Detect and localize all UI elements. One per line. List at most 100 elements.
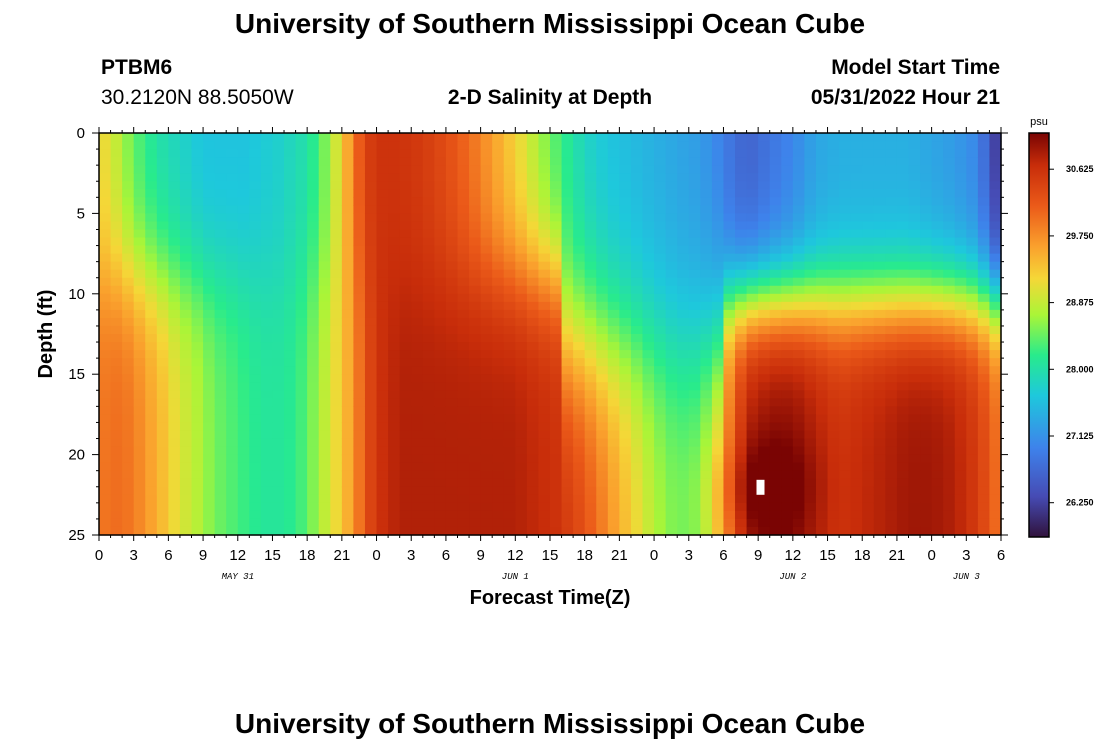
heatmap-cell (723, 430, 736, 440)
heatmap-cell (434, 494, 447, 504)
heatmap-cell (815, 165, 829, 174)
heatmap-cell (850, 285, 863, 295)
heatmap-cell (341, 165, 355, 174)
heatmap-cell (110, 494, 123, 504)
heatmap-cell (480, 430, 493, 440)
heatmap-cell (642, 462, 655, 472)
heatmap-cell (584, 157, 597, 166)
heatmap-cell (596, 406, 609, 415)
heatmap-cell (133, 366, 146, 375)
heatmap-cell (191, 181, 204, 190)
heatmap-cell (179, 414, 193, 424)
heatmap-cell (191, 462, 204, 472)
heatmap-cell (272, 261, 285, 271)
heatmap-cell (422, 526, 435, 536)
heatmap-cell (503, 213, 516, 223)
heatmap-cell (411, 502, 424, 512)
heatmap-cell (515, 446, 528, 456)
heatmap-cell (422, 502, 435, 512)
heatmap-cell (920, 422, 933, 432)
heatmap-cell (561, 398, 574, 407)
heatmap-cell (781, 502, 794, 512)
heatmap-cell (688, 518, 701, 528)
heatmap-cell (237, 277, 250, 287)
heatmap-cell (503, 462, 516, 472)
heatmap-cell (862, 181, 875, 190)
heatmap-cell (943, 454, 956, 464)
heatmap-cell (307, 205, 320, 214)
heatmap-cell (515, 430, 528, 440)
heatmap-cell (896, 293, 910, 303)
heatmap-cell (203, 293, 216, 303)
heatmap-cell (931, 237, 944, 247)
heatmap-cell (850, 406, 863, 415)
heatmap-cell (411, 197, 424, 206)
heatmap-cell (237, 221, 250, 231)
heatmap-cell (434, 197, 447, 206)
heatmap-cell (839, 422, 852, 432)
heatmap-cell (966, 245, 979, 255)
heatmap-cell (977, 157, 991, 166)
heatmap-cell (388, 229, 401, 239)
heatmap-cell (642, 438, 655, 448)
heatmap-cell (966, 462, 979, 472)
heatmap-cell (966, 173, 979, 182)
heatmap-cell (226, 526, 239, 536)
heatmap-cell (99, 518, 112, 528)
heatmap-cell (480, 173, 493, 182)
heatmap-cell (411, 269, 424, 279)
heatmap-cell (815, 390, 829, 399)
heatmap-cell (977, 478, 991, 488)
heatmap-cell (179, 478, 193, 488)
heatmap-cell (850, 350, 863, 359)
heatmap-cell (503, 470, 516, 480)
heatmap-cell (769, 374, 782, 383)
heatmap-cell (677, 398, 690, 407)
heatmap-cell (920, 486, 933, 496)
heatmap-cell (260, 494, 274, 504)
heatmap-cell (122, 189, 135, 198)
heatmap-cell (388, 478, 401, 488)
heatmap-cell (665, 253, 678, 263)
heatmap-cell (122, 502, 135, 512)
heatmap-cell (561, 149, 574, 158)
heatmap-cell (873, 350, 886, 359)
heatmap-cell (203, 253, 216, 263)
heatmap-cell (469, 382, 482, 391)
heatmap-cell (295, 165, 308, 174)
heatmap-cell (954, 382, 967, 391)
heatmap-cell (179, 382, 193, 391)
heatmap-cell (561, 181, 574, 190)
heatmap-cell (654, 149, 667, 158)
heatmap-cell (133, 173, 146, 182)
heatmap-cell (307, 133, 320, 142)
heatmap-cell (630, 350, 644, 359)
heatmap-cell (492, 334, 505, 343)
heatmap-cell (735, 205, 748, 214)
date-labels: MAY 31 JUN 1 JUN 2 JUN 3 (222, 572, 981, 582)
heatmap-cell (203, 358, 216, 367)
heatmap-cell (399, 285, 412, 295)
heatmap-cell (769, 221, 782, 231)
heatmap-cell (237, 462, 250, 472)
heatmap-cell (133, 422, 146, 432)
heatmap-cell (550, 422, 563, 432)
heatmap-cell (654, 422, 667, 432)
heatmap-cell (931, 229, 944, 239)
heatmap-cell (665, 149, 678, 158)
heatmap-cell (954, 245, 967, 255)
heatmap-cell (376, 293, 389, 303)
heatmap-cell (318, 133, 331, 142)
heatmap-cell (145, 454, 158, 464)
heatmap-cell (550, 213, 563, 223)
heatmap-cell (977, 382, 991, 391)
heatmap-cell (388, 157, 401, 166)
heatmap-cell (688, 197, 701, 206)
heatmap-cell (179, 245, 193, 255)
heatmap-cell (526, 229, 540, 239)
heatmap-cell (584, 414, 597, 424)
heatmap-cell (388, 502, 401, 512)
heatmap-cell (769, 309, 782, 319)
heatmap-cell (122, 325, 135, 335)
heatmap-cell (411, 422, 424, 432)
